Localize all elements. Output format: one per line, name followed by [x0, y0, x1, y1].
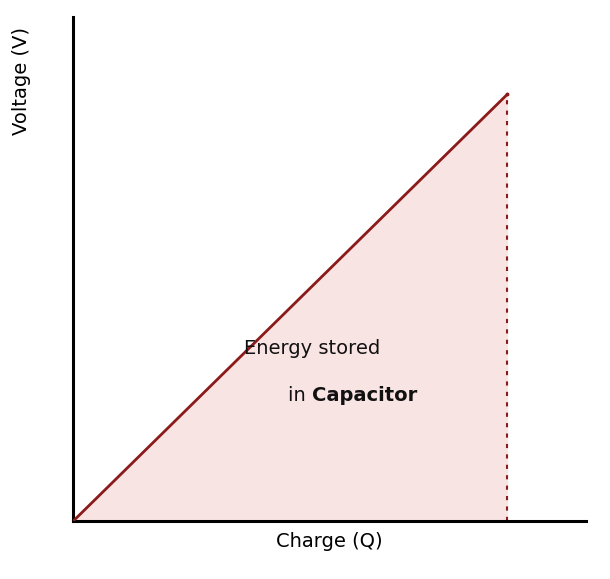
X-axis label: Charge (Q): Charge (Q)	[276, 532, 382, 551]
Text: Voltage (V): Voltage (V)	[12, 27, 32, 135]
Text: Energy stored: Energy stored	[244, 339, 380, 358]
Text: in: in	[288, 386, 312, 405]
Polygon shape	[73, 94, 508, 521]
Text: Capacitor: Capacitor	[312, 386, 417, 405]
